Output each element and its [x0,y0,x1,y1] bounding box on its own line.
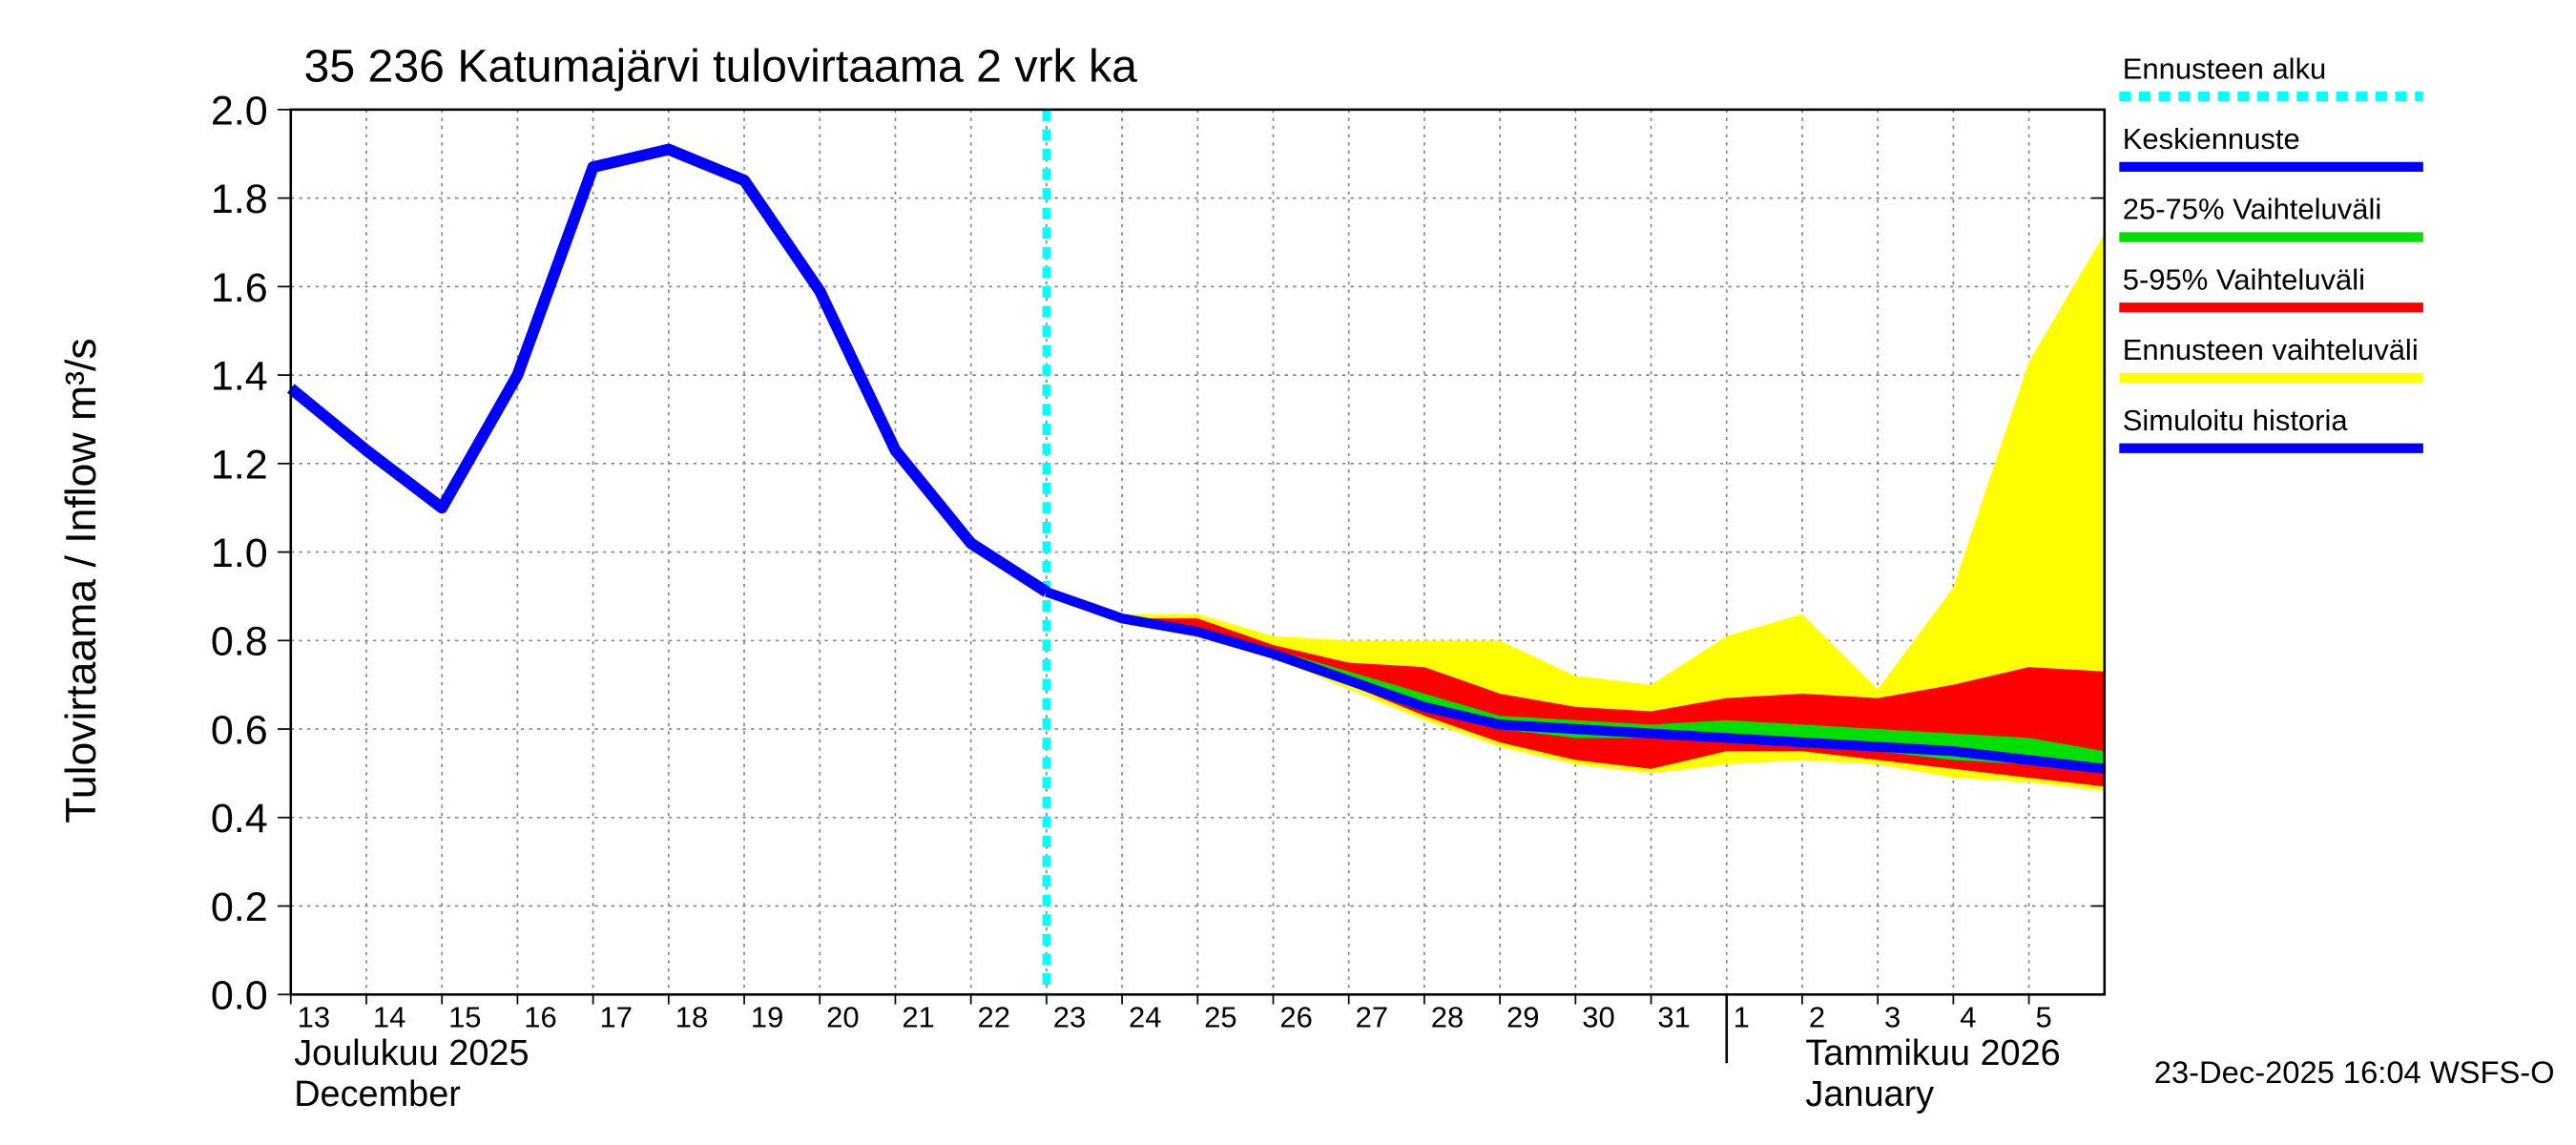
x-tick-label: 24 [1129,1001,1161,1034]
legend-label: Keskiennuste [2123,122,2300,156]
x-tick-label: 31 [1657,1001,1690,1034]
x-tick-label: 5 [2035,1001,2051,1034]
y-tick-label: 2.0 [211,88,268,134]
x-tick-label: 20 [826,1001,859,1034]
y-tick-label: 0.2 [211,885,268,930]
x-tick-label: 17 [600,1001,633,1034]
x-tick-label: 23 [1053,1001,1086,1034]
series-line [286,143,1050,597]
y-tick-label: 1.4 [211,354,268,400]
plot-frame [289,108,2107,996]
y-tick-label: 1.6 [211,265,268,311]
x-tick-label: 1 [1734,1001,1750,1034]
month-label: Tammikuu 2026 [1805,1033,2060,1073]
y-tick-label: 0.6 [211,708,268,754]
legend-label: Simuloitu historia [2123,404,2349,437]
y-axis-label: Tulovirtaama / Inflow m³/s [58,338,105,822]
forecast-band [1046,592,2105,774]
month-label: January [1805,1074,1934,1114]
x-tick-label: 26 [1279,1001,1312,1034]
x-tick-label: 30 [1582,1001,1614,1034]
x-tick-label: 13 [298,1001,330,1034]
y-tick-label: 0.0 [211,973,268,1019]
forecast-band [1046,233,2105,791]
y-tick-label: 1.8 [211,177,268,222]
x-tick-label: 15 [448,1001,481,1034]
x-tick-label: 25 [1204,1001,1236,1034]
x-tick-label: 14 [373,1001,405,1034]
y-tick-label: 0.8 [211,619,268,665]
legend-label: 25-75% Vaihteluväli [2123,193,2381,226]
x-tick-label: 22 [978,1001,1010,1034]
y-tick-label: 0.4 [211,796,268,842]
footer: 23-Dec-2025 16:04 WSFS-O [2154,1054,2555,1090]
x-tick-label: 2 [1809,1001,1825,1034]
y-tick-label: 1.0 [211,531,268,576]
legend-label: Ennusteen vaihteluväli [2123,333,2419,366]
month-label: December [294,1074,461,1114]
x-tick-label: 18 [675,1001,708,1034]
chart-title: 35 236 Katumajärvi tulovirtaama 2 vrk ka [304,41,1138,93]
x-tick-label: 16 [524,1001,556,1034]
x-tick-label: 4 [1960,1001,1976,1034]
y-tick-label: 1.2 [211,442,268,488]
x-tick-label: 27 [1356,1001,1388,1034]
x-tick-label: 3 [1884,1001,1901,1034]
series-line [1045,587,2106,774]
x-tick-label: 21 [902,1001,934,1034]
x-tick-label: 19 [751,1001,783,1034]
x-tick-label: 28 [1431,1001,1464,1034]
month-label: Joulukuu 2025 [294,1033,529,1073]
legend-label: Ennusteen alku [2123,52,2327,85]
x-tick-label: 29 [1506,1001,1539,1034]
legend-label: 5-95% Vaihteluväli [2123,262,2365,296]
